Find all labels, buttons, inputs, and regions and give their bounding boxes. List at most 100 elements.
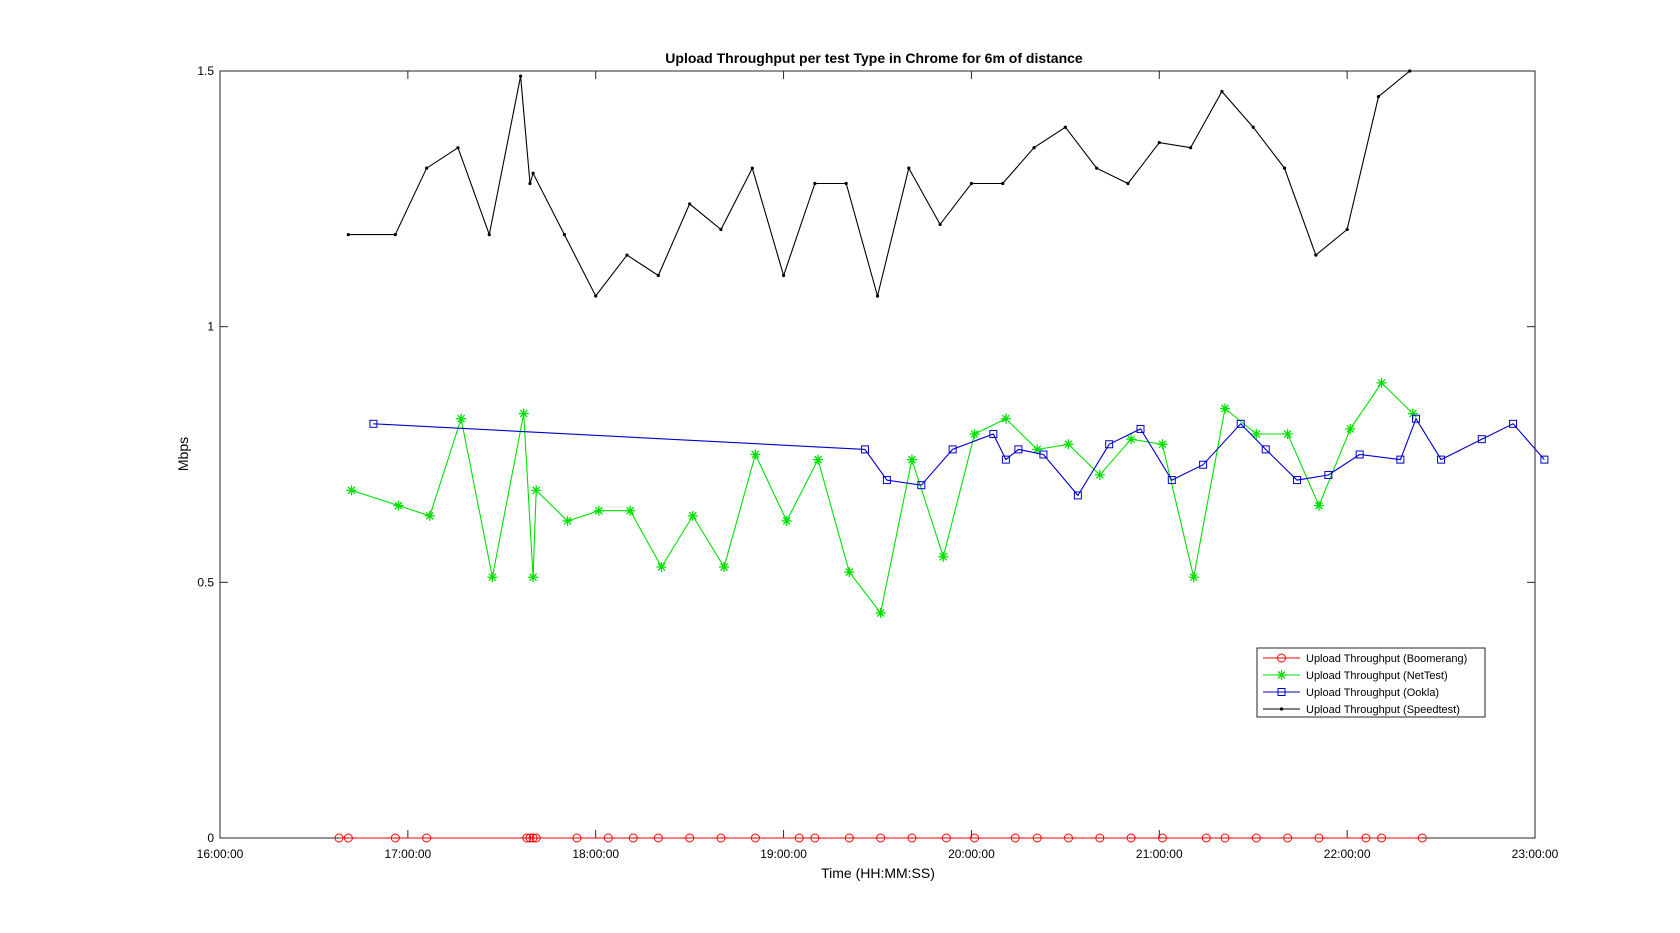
data-point	[393, 233, 397, 237]
series-upload-throughput-boomerang	[334, 833, 1427, 843]
data-point	[685, 833, 695, 843]
data-point	[844, 833, 854, 843]
data-point	[1188, 146, 1193, 150]
x-tick-label: 17:00:00	[384, 847, 431, 861]
data-point	[1407, 408, 1418, 419]
data-point	[688, 202, 692, 206]
series-line-upload-throughput-nettest	[351, 382, 1414, 615]
data-point	[1095, 166, 1099, 170]
data-point	[572, 833, 582, 843]
data-point	[525, 833, 535, 843]
data-point	[1001, 455, 1010, 464]
data-point	[1063, 833, 1073, 843]
data-point	[369, 419, 378, 428]
data-point	[528, 181, 532, 186]
legend-item-upload-throughput-boomerang: Upload Throughput (Boomerang)	[1263, 653, 1467, 665]
data-point	[1251, 429, 1262, 440]
data-point	[1199, 460, 1208, 469]
data-point	[593, 505, 604, 516]
data-point	[687, 510, 698, 521]
data-point	[1376, 94, 1381, 99]
x-axis: 16:00:00 17:00:00 18:00:00 19:00:00 20:00:00…	[197, 71, 1559, 861]
series-line-upload-throughput-speedtest	[348, 70, 1411, 299]
data-point	[1167, 476, 1176, 485]
data-point	[969, 429, 980, 440]
data-point	[1001, 181, 1005, 186]
y-axis: 0 0.5 1 1.5	[197, 64, 1535, 845]
data-point	[1509, 419, 1518, 428]
legend-label: Upload Throughput (Speedtest)	[1306, 704, 1460, 716]
data-point	[719, 227, 723, 232]
data-point	[938, 551, 949, 562]
data-point	[882, 476, 891, 485]
data-point	[810, 833, 820, 843]
legend-box	[1256, 647, 1486, 718]
data-point	[1157, 439, 1168, 450]
data-point	[1282, 429, 1293, 440]
data-point	[906, 454, 917, 465]
data-point	[422, 833, 432, 843]
data-point	[653, 833, 663, 843]
data-point	[628, 833, 638, 843]
data-point	[1408, 69, 1412, 73]
data-point	[1261, 445, 1270, 454]
legend-marker	[1279, 707, 1284, 711]
data-point	[813, 181, 817, 186]
legend-item-upload-throughput-ookla: Upload Throughput (Ookla)	[1263, 687, 1439, 699]
data-point	[969, 181, 974, 186]
data-point	[625, 253, 629, 257]
data-point	[1283, 833, 1293, 843]
legend: Upload Throughput (Boomerang) Upload Thro…	[1256, 647, 1486, 718]
data-point	[1039, 450, 1048, 459]
x-tick-label: 18:00:00	[572, 847, 619, 861]
y-tick-label: 1	[207, 320, 214, 334]
data-point	[876, 833, 886, 843]
series-line-upload-throughput-ookla	[373, 417, 1545, 497]
data-point	[456, 413, 467, 424]
data-point	[1251, 833, 1261, 843]
data-point	[1073, 491, 1082, 500]
data-point	[1251, 125, 1255, 129]
data-point	[1437, 455, 1446, 464]
data-point	[562, 515, 573, 526]
data-point	[875, 294, 880, 298]
data-point	[594, 294, 598, 298]
data-point	[625, 505, 636, 516]
data-point	[1126, 434, 1137, 445]
data-point	[1540, 455, 1549, 464]
data-point	[1201, 833, 1211, 843]
data-point	[1361, 833, 1371, 843]
data-point	[716, 833, 726, 843]
data-point	[531, 485, 542, 496]
data-point	[941, 833, 951, 843]
legend-item-upload-throughput-nettest: Upload Throughput (NetTest)	[1263, 670, 1448, 682]
data-point	[393, 500, 404, 511]
data-point	[1157, 833, 1167, 843]
data-point	[1282, 166, 1287, 170]
data-point	[907, 166, 911, 170]
data-point	[425, 166, 429, 170]
data-point	[1105, 440, 1114, 449]
x-tick-label: 21:00:00	[1136, 847, 1183, 861]
data-point	[656, 561, 667, 572]
data-point	[794, 833, 804, 843]
x-tick-label: 22:00:00	[1324, 847, 1371, 861]
data-point	[1032, 833, 1042, 843]
data-point	[844, 181, 848, 186]
data-point	[781, 515, 792, 526]
data-point	[562, 233, 567, 237]
data-point	[1313, 500, 1324, 511]
x-tick-label: 20:00:00	[948, 847, 995, 861]
data-point	[1293, 476, 1302, 485]
data-point	[813, 454, 824, 465]
y-tick-label: 0	[207, 831, 214, 845]
data-point	[989, 430, 998, 439]
data-point	[750, 833, 760, 843]
data-point	[1477, 435, 1486, 444]
data-point	[1345, 423, 1356, 434]
data-point	[938, 222, 942, 226]
legend-item-upload-throughput-speedtest: Upload Throughput (Speedtest)	[1263, 704, 1460, 716]
legend-label: Upload Throughput (Boomerang)	[1306, 653, 1467, 665]
data-point	[1314, 253, 1318, 257]
data-point	[1355, 450, 1364, 459]
